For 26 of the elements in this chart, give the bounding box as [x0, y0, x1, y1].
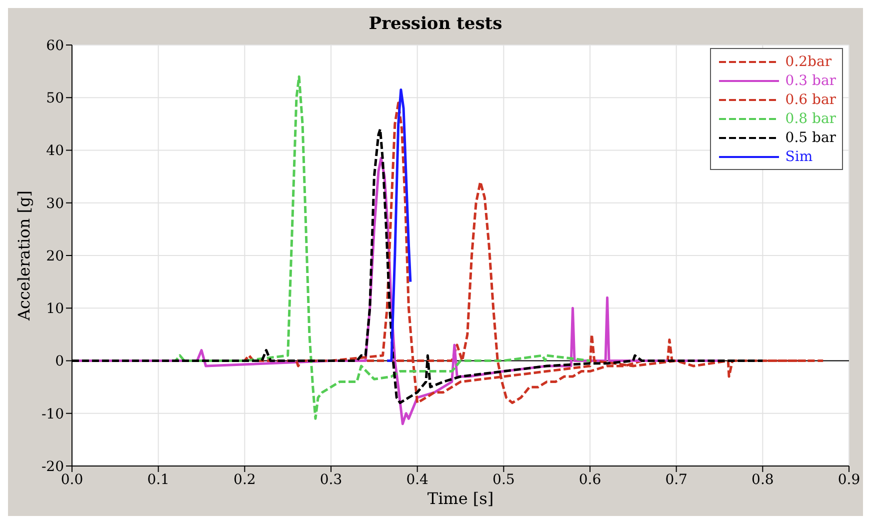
- x-tick-label: 0.6: [578, 472, 602, 488]
- x-tick-label: 0.7: [665, 472, 688, 488]
- y-tick-label: 60: [46, 38, 64, 54]
- y-tick-label: -10: [41, 406, 64, 422]
- legend-label: Sim: [785, 148, 813, 164]
- y-tick-label: 0: [55, 354, 64, 370]
- y-tick-label: 40: [46, 143, 64, 160]
- legend-label: 0.3 bar: [785, 72, 836, 88]
- chart-title: Pression tests: [368, 14, 504, 34]
- x-tick-label: 0.1: [147, 472, 170, 488]
- y-tick-label: 20: [46, 248, 64, 264]
- y-axis-title: Acceleration [g]: [14, 190, 34, 322]
- y-tick-label: 10: [46, 301, 64, 318]
- y-tick-label: 30: [46, 196, 64, 212]
- x-tick-label: 0.9: [838, 472, 860, 488]
- y-tick-label: 50: [46, 90, 64, 107]
- legend-label: 0.8 bar: [785, 110, 836, 126]
- x-tick-label: 0.4: [406, 472, 429, 488]
- x-tick-label: 0.2: [234, 472, 256, 488]
- legend-label: 0.5 bar: [785, 130, 836, 146]
- x-tick-label: 0.3: [320, 472, 342, 488]
- x-tick-label: 0.5: [492, 472, 515, 488]
- legend-label: 0.2bar: [785, 54, 832, 70]
- legend-label: 0.6 bar: [785, 92, 836, 108]
- x-tick-label: 0.8: [752, 472, 774, 488]
- x-axis-title: Time [s]: [427, 489, 494, 508]
